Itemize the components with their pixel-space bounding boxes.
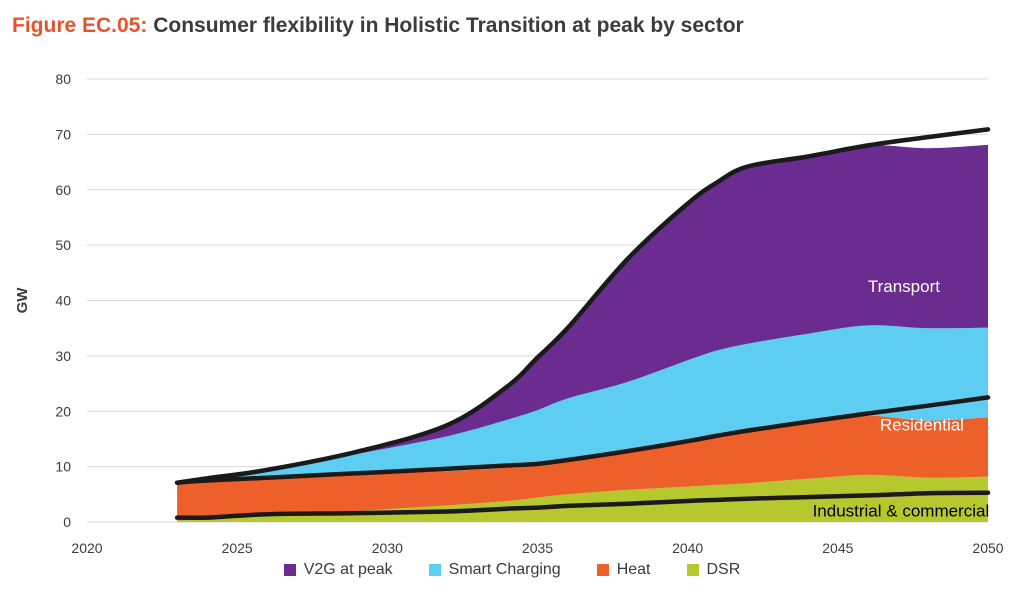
annotation-residential: Residential [880,416,964,435]
legend: V2G at peak Smart Charging Heat DSR [0,561,1024,579]
figure-title-text: Consumer flexibility in Holistic Transit… [153,14,744,37]
y-tick-label-30: 30 [55,348,71,364]
legend-label-smart-charging: Smart Charging [448,561,561,578]
x-tick-label-2045: 2045 [822,540,853,556]
legend-item-dsr: DSR [686,561,741,579]
x-tick-label-2050: 2050 [972,540,1003,556]
legend-swatch-v2g-at-peak [283,564,296,576]
y-tick-label-80: 80 [55,71,71,87]
area-dsr [177,474,989,522]
legend-label-heat: Heat [616,561,651,578]
legend-item-smart-charging: Smart Charging [428,561,561,579]
y-tick-label-50: 50 [55,237,71,253]
annotation-transport: Transport [868,277,940,296]
figure-title: Figure EC.05: Consumer flexibility in Ho… [12,14,744,38]
y-tick-label-40: 40 [55,293,71,309]
x-tick-label-2020: 2020 [71,540,102,556]
annotation-industrial-commercial: Industrial & commercial [813,501,990,520]
x-tick-label-2025: 2025 [222,540,253,556]
y-axis-label: GW [14,287,31,314]
legend-swatch-dsr [686,564,699,576]
annotations: Transport Residential Industrial & commerc… [813,277,990,520]
legend-item-heat: Heat [596,561,651,579]
legend-label-dsr: DSR [706,561,741,578]
figure-number: Figure EC.05: [12,14,148,37]
y-tick-label-0: 0 [63,514,71,530]
legend-swatch-heat [596,564,609,576]
sector-lines [174,127,991,521]
line-residential [174,395,991,485]
area-heat [177,415,989,521]
y-tick-label-60: 60 [55,182,71,198]
y-tick-label-70: 70 [55,126,71,142]
y-tick-label-10: 10 [55,459,71,475]
x-tick-label-2035: 2035 [522,540,553,556]
y-axis: 0 10 20 30 40 50 60 70 80 [55,71,71,530]
legend-item-v2g-at-peak: V2G at peak [283,561,393,579]
x-tick-label-2040: 2040 [672,540,703,556]
legend-swatch-smart-charging [428,564,441,576]
x-tick-label-2030: 2030 [372,540,403,556]
line-industrial-commercial [174,490,991,521]
area-smart-charging [177,325,989,485]
line-total [174,127,991,485]
x-axis: 2020 2025 2030 2035 2040 2045 2050 [71,540,1003,556]
y-tick-label-20: 20 [55,403,71,419]
legend-label-v2g-at-peak: V2G at peak [303,561,393,578]
